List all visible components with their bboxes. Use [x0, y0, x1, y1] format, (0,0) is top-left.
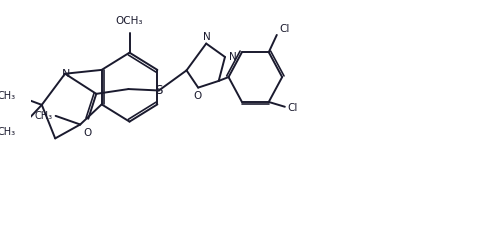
Text: N: N: [203, 32, 210, 42]
Text: CH₃: CH₃: [0, 90, 15, 101]
Text: S: S: [156, 84, 163, 97]
Text: N: N: [62, 69, 70, 79]
Text: N: N: [228, 52, 236, 62]
Text: Cl: Cl: [287, 102, 297, 112]
Text: O: O: [194, 90, 202, 100]
Text: CH₃: CH₃: [0, 127, 15, 137]
Text: CH₃: CH₃: [34, 110, 53, 120]
Text: Cl: Cl: [279, 24, 289, 34]
Text: O: O: [83, 128, 91, 138]
Text: OCH₃: OCH₃: [116, 16, 143, 26]
